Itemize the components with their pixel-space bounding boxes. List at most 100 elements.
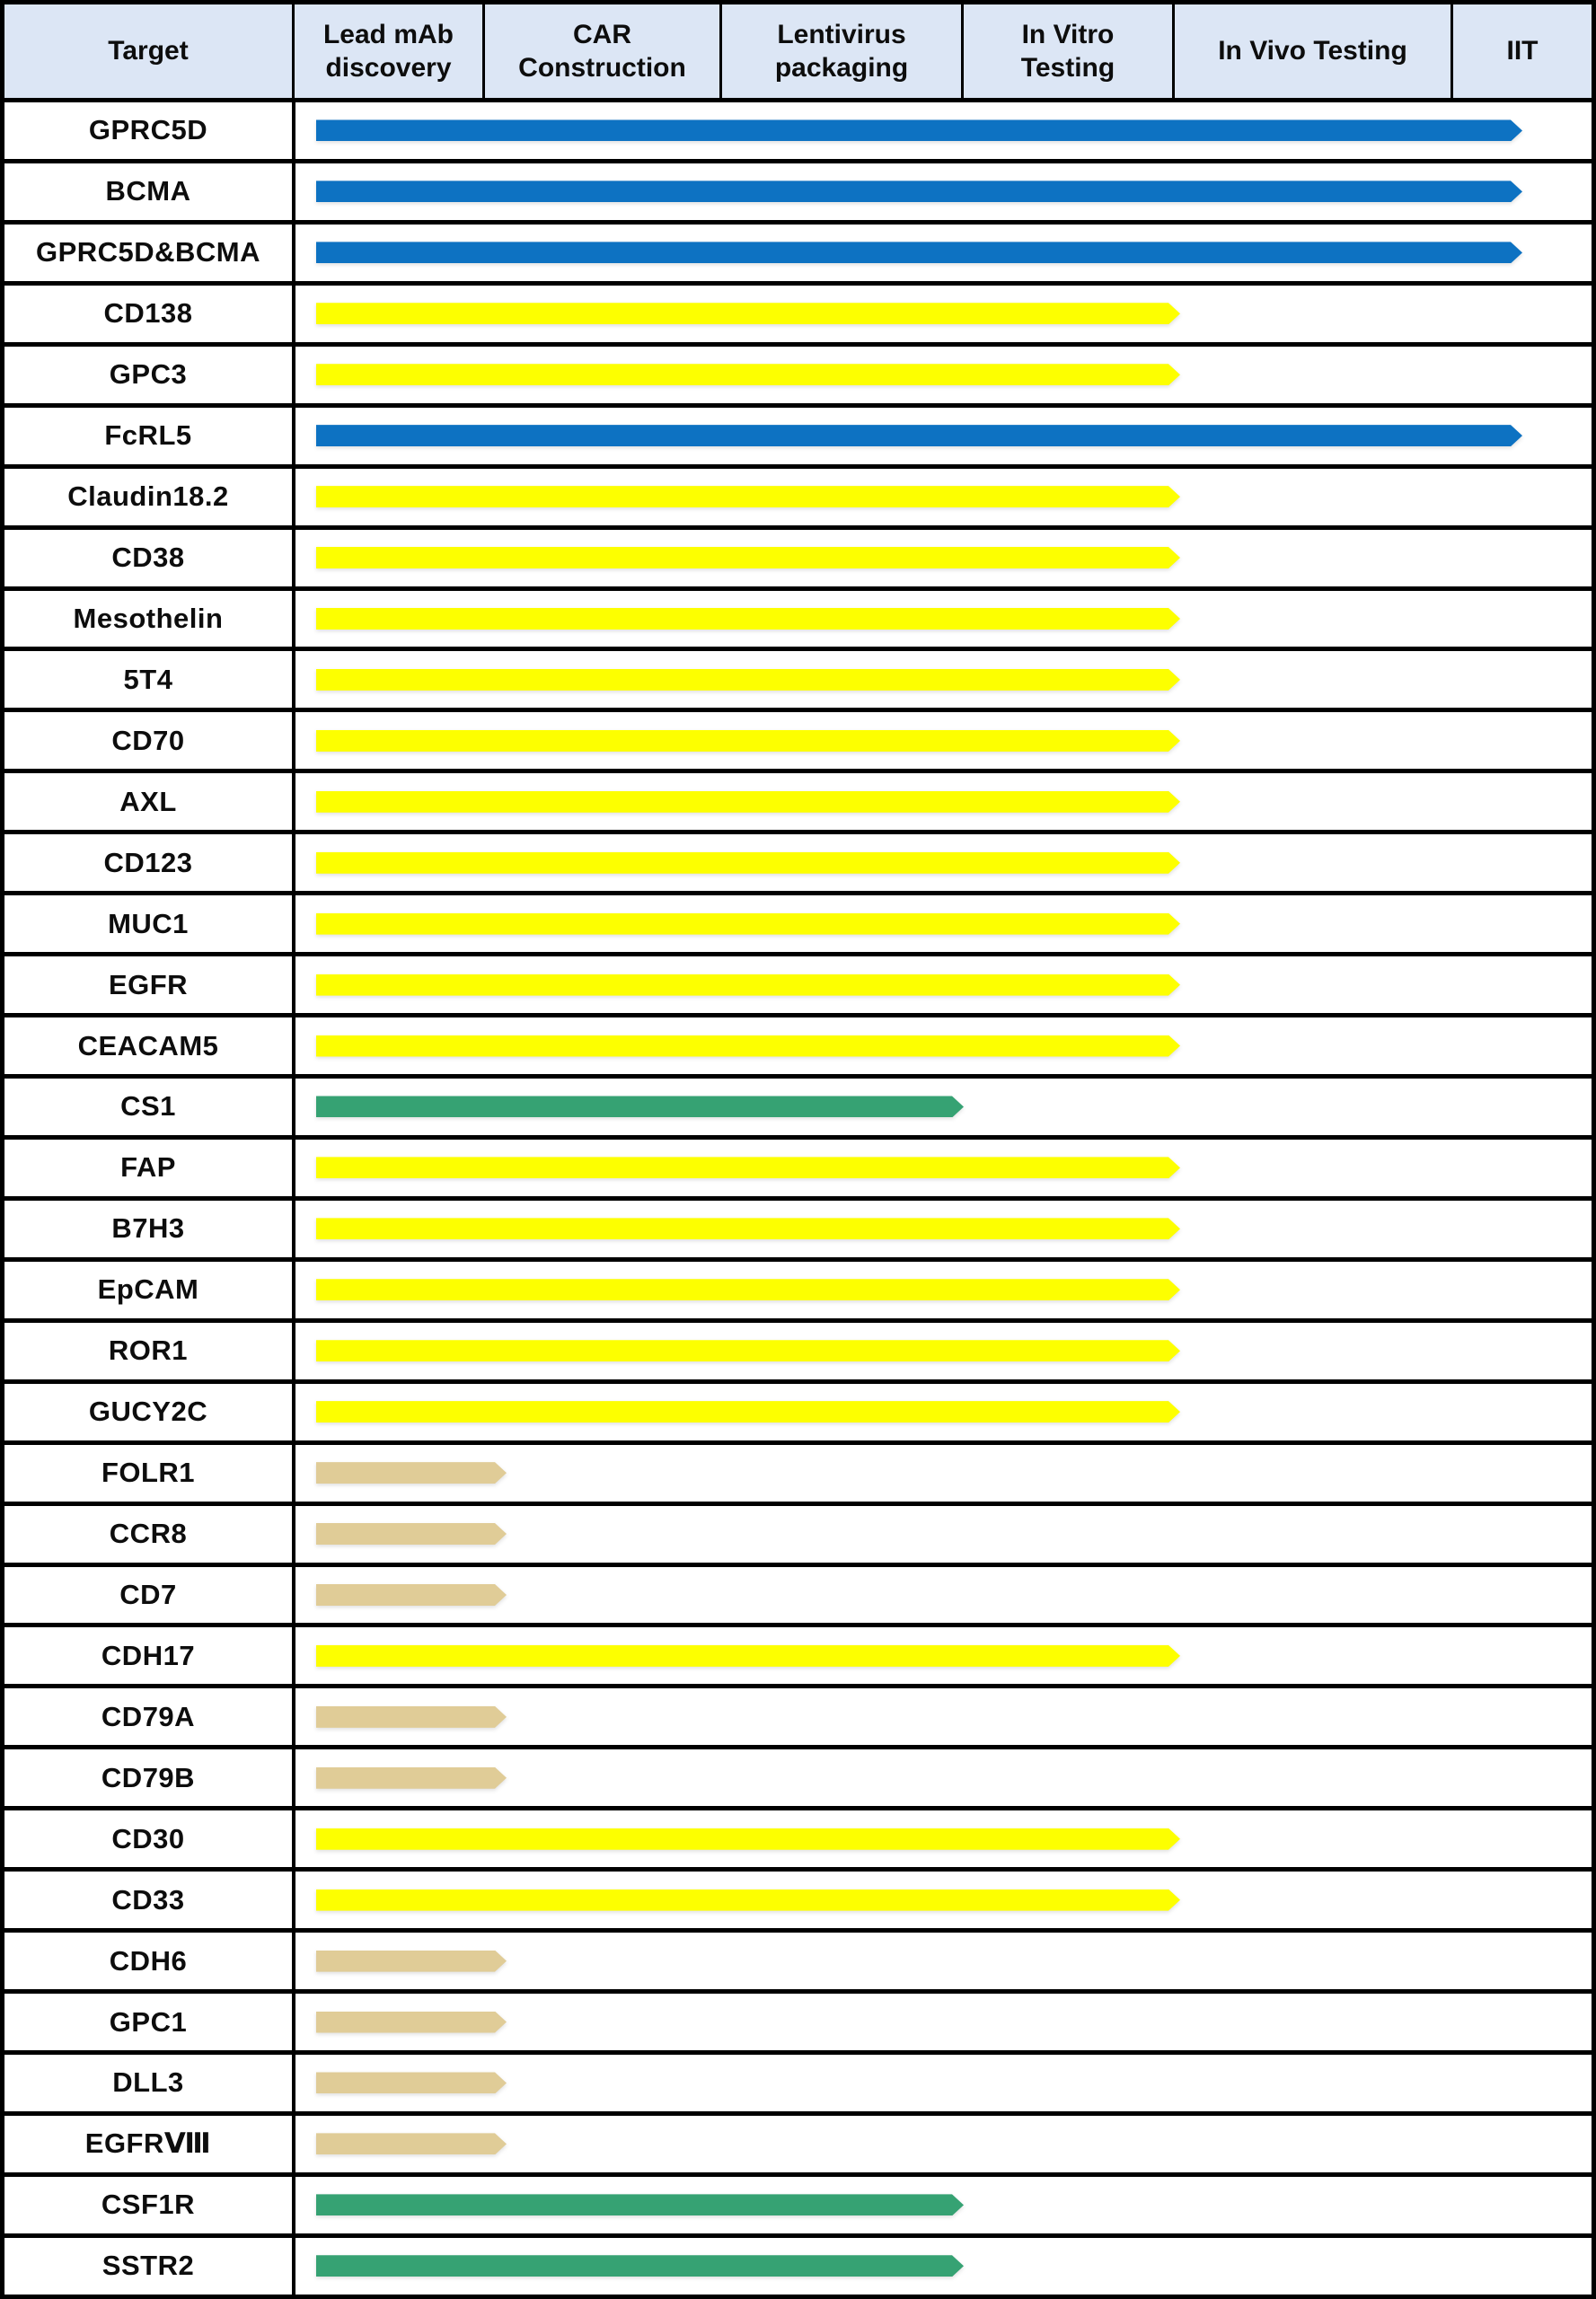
progress-bar (316, 1340, 1180, 1361)
bar-cell (295, 1323, 1592, 1379)
target-label: FAP (4, 1139, 295, 1196)
progress-bar-wrapper (316, 1096, 964, 1117)
progress-bar (316, 2255, 964, 2277)
target-label: FcRL5 (4, 407, 295, 464)
bar-cell (295, 1201, 1592, 1257)
progress-bar (316, 974, 1180, 996)
target-label: CD138 (4, 285, 295, 342)
progress-bar-wrapper (316, 1035, 1180, 1057)
table-row: CD38 (4, 529, 1592, 586)
progress-bar (316, 1523, 507, 1545)
progress-bar (316, 1218, 1180, 1239)
bar-cell (295, 1079, 1592, 1135)
table-row: FcRL5 (4, 407, 1592, 464)
progress-bar-wrapper (316, 1401, 1180, 1423)
bar-cell (295, 1933, 1592, 1989)
table-row: CD79A (4, 1688, 1592, 1746)
table-row: BCMA (4, 163, 1592, 220)
progress-bar (316, 181, 1522, 202)
target-label: FOLR1 (4, 1444, 295, 1502)
progress-bar-wrapper (316, 730, 1180, 752)
target-label: SSTR2 (4, 2237, 295, 2295)
progress-bar (316, 852, 1180, 874)
target-label: Claudin18.2 (4, 468, 295, 525)
bar-cell (295, 712, 1592, 769)
bar-cell (295, 895, 1592, 952)
bar-cell (295, 408, 1592, 464)
target-label: EpCAM (4, 1261, 295, 1318)
table-row: CDH17 (4, 1627, 1592, 1685)
progress-bar-wrapper (316, 2012, 507, 2033)
bar-cell (295, 1384, 1592, 1440)
table-row: CD138 (4, 285, 1592, 342)
bar-cell (295, 1017, 1592, 1074)
table-row: DLL3 (4, 2055, 1592, 2111)
progress-bar-wrapper (316, 974, 1180, 996)
table-row: CD123 (4, 834, 1592, 892)
table-row: CSF1R (4, 2176, 1592, 2233)
progress-bar-wrapper (316, 669, 1180, 691)
progress-bar-wrapper (316, 547, 1180, 568)
table-row: SSTR2 (4, 2237, 1592, 2295)
progress-bar-wrapper (316, 1584, 507, 1606)
progress-bar (316, 2133, 507, 2154)
column-header-iit: IIT (1453, 4, 1592, 98)
progress-bar-wrapper (316, 608, 1180, 630)
bar-cell (295, 1994, 1592, 2050)
table-row: AXL (4, 773, 1592, 831)
target-label: GPRC5D (4, 102, 295, 159)
table-row: CD7 (4, 1566, 1592, 1624)
table-row: MUC1 (4, 895, 1592, 953)
target-label: 5T4 (4, 651, 295, 709)
progress-bar-wrapper (316, 1462, 507, 1484)
target-label: MUC1 (4, 895, 295, 953)
bar-cell (295, 834, 1592, 891)
target-label: CD79A (4, 1688, 295, 1746)
bar-cell (295, 530, 1592, 586)
bar-cell (295, 1627, 1592, 1684)
table-row: B7H3 (4, 1200, 1592, 1257)
progress-bar-wrapper (316, 1951, 507, 1972)
bar-cell (295, 286, 1592, 342)
progress-bar-wrapper (316, 2072, 507, 2093)
progress-bar (316, 547, 1180, 568)
progress-bar-wrapper (316, 364, 1180, 385)
progress-bar-wrapper (316, 1218, 1180, 1239)
table-row: CD79B (4, 1749, 1592, 1807)
progress-bar (316, 242, 1522, 263)
table-row: GUCY2C (4, 1383, 1592, 1440)
bar-cell (295, 1506, 1592, 1563)
progress-bar-wrapper (316, 913, 1180, 935)
target-label: CD33 (4, 1872, 295, 1929)
progress-bar (316, 364, 1180, 385)
progress-bar (316, 425, 1522, 446)
progress-bar-wrapper (316, 1889, 1180, 1911)
bar-cell (295, 1567, 1592, 1624)
progress-bar (316, 1645, 1180, 1667)
column-header-lead-mab-discovery: Lead mAb discovery (295, 4, 482, 98)
progress-bar (316, 1706, 507, 1728)
table-row: EpCAM (4, 1261, 1592, 1318)
progress-bar (316, 669, 1180, 691)
progress-bar-wrapper (316, 1340, 1180, 1361)
progress-bar-wrapper (316, 1157, 1180, 1178)
target-label: EGFRⅧ (4, 2115, 295, 2172)
table-row: FAP (4, 1139, 1592, 1196)
target-label: CCR8 (4, 1505, 295, 1563)
progress-bar (316, 1767, 507, 1789)
progress-bar (316, 1889, 1180, 1911)
progress-bar (316, 1279, 1180, 1300)
column-header-in-vivo-testing: In Vivo Testing (1175, 4, 1451, 98)
bar-cell (295, 956, 1592, 1013)
progress-bar-wrapper (316, 486, 1180, 507)
progress-bar-wrapper (316, 2194, 964, 2215)
table-row: EGFRⅧ (4, 2115, 1592, 2172)
progress-bar-wrapper (316, 791, 1180, 813)
progress-bar-wrapper (316, 1523, 507, 1545)
progress-bar (316, 1401, 1180, 1423)
progress-bar (316, 1951, 507, 1972)
table-row: CEACAM5 (4, 1017, 1592, 1074)
table-row: 5T4 (4, 651, 1592, 709)
column-header-target: Target (4, 4, 292, 98)
target-label: ROR1 (4, 1322, 295, 1379)
